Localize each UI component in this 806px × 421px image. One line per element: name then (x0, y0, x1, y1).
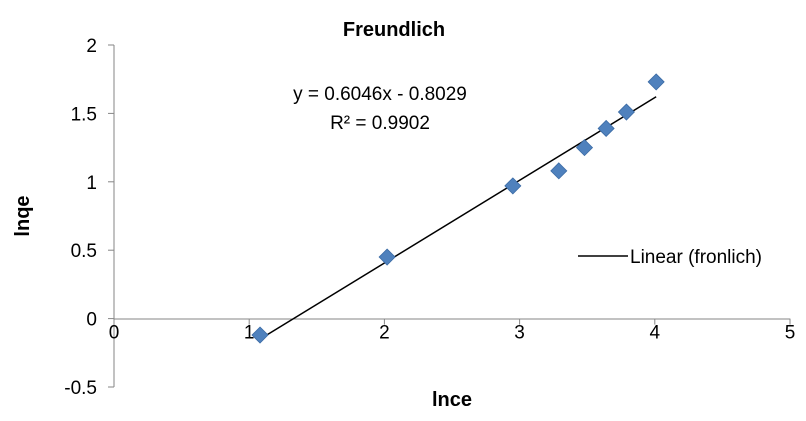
data-points (251, 73, 665, 344)
x-tick-label: 3 (514, 323, 525, 344)
data-point (550, 162, 568, 180)
x-tick-label: 0 (109, 323, 120, 344)
data-point (575, 139, 594, 157)
trendline (259, 96, 657, 340)
y-tick-label: 1.5 (71, 104, 97, 125)
y-tick-label: 1 (86, 173, 97, 194)
y-tick-label: -0.5 (64, 378, 97, 399)
x-tick-label: 4 (650, 323, 661, 344)
data-point (617, 103, 635, 121)
x-tick-label: 1 (244, 323, 255, 344)
y-ticks: -0.5 0 0.5 1 1.5 2 (64, 36, 114, 399)
data-point (251, 326, 269, 344)
legend: Linear (fronlich) (578, 247, 762, 268)
data-point (597, 119, 615, 138)
axes (113, 45, 790, 387)
y-tick-label: 0 (86, 310, 97, 331)
y-axis-title: lnqe (12, 195, 34, 236)
r-squared-label: R² = 0.9902 (330, 113, 430, 134)
legend-label: Linear (fronlich) (630, 247, 762, 268)
data-point (378, 248, 396, 266)
y-tick-label: 2 (86, 36, 97, 57)
x-ticks: 0 1 2 3 4 5 (109, 318, 796, 344)
data-point (504, 177, 522, 195)
x-axis-title: lnce (432, 389, 472, 411)
y-tick-label: 0.5 (71, 241, 97, 262)
equation-label: y = 0.6046x - 0.8029 (293, 84, 467, 105)
x-tick-label: 5 (785, 323, 796, 344)
chart-title: Freundlich (343, 19, 445, 41)
data-point (647, 73, 665, 91)
x-tick-label: 2 (379, 323, 390, 344)
